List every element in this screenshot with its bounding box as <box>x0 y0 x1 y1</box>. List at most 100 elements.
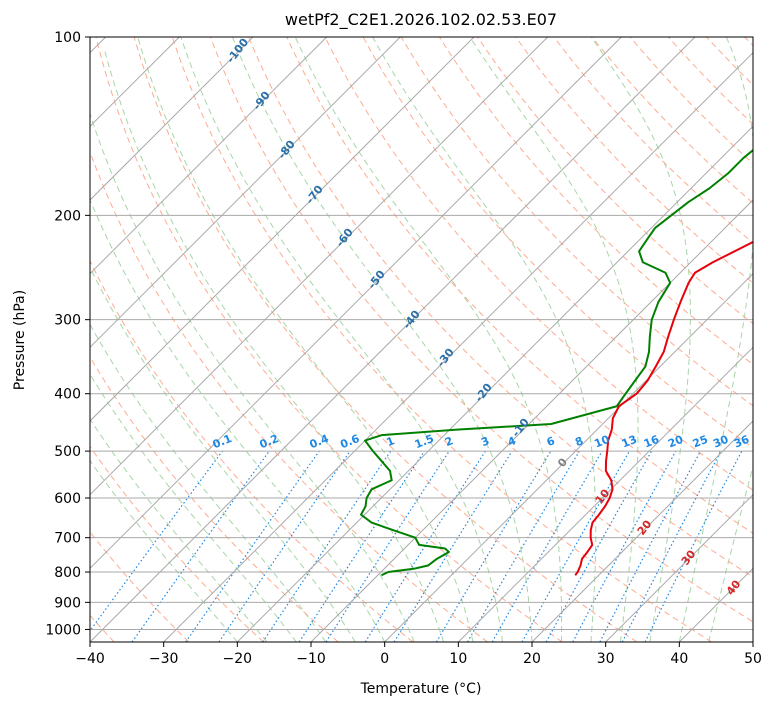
y-tick-label: 300 <box>54 313 81 329</box>
isotherm-label: 20 <box>635 517 655 537</box>
mixing-ratio-label: 0.1 <box>211 432 234 451</box>
dry-adiabat-line <box>90 445 264 642</box>
moist-adiabat-line <box>90 198 386 642</box>
dry-adiabat-label: -70 <box>303 183 326 207</box>
moist-adiabat-line <box>469 37 639 642</box>
mixing-ratio-line <box>521 450 631 642</box>
dry-adiabat-line <box>324 37 753 491</box>
moist-adiabat-line <box>294 37 563 642</box>
mixing-ratio-line <box>185 450 320 642</box>
mixing-ratio-label: 13 <box>620 433 639 451</box>
dry-adiabat-line <box>477 37 753 325</box>
mixing-ratio-label: 0.2 <box>258 432 281 451</box>
x-tick-label: −10 <box>296 651 326 667</box>
plot-area: -100-90-80-70-60-50-40-30-20-100.1 0.2 0.4… <box>90 36 753 642</box>
dry-adiabat-label: -60 <box>333 226 356 250</box>
dry-adiabat-line <box>248 37 753 578</box>
isotherm-line <box>90 37 254 201</box>
dry-adiabat-line <box>210 37 753 623</box>
mixing-ratio-line <box>644 450 743 642</box>
mixing-ratio-line <box>90 450 223 632</box>
dry-adiabat-line <box>90 259 414 642</box>
moist-adiabat-line <box>678 37 753 642</box>
mixing-ratio-label: 30 <box>711 433 730 451</box>
y-axis: 100 200 300 400 500 600 700 800 900 1000 <box>45 30 90 638</box>
moist-adiabat-line <box>137 37 474 642</box>
dry-adiabat-line <box>706 37 753 86</box>
y-tick-label: 800 <box>54 565 81 581</box>
dry-adiabat-line <box>95 37 563 642</box>
dry-adiabat-line <box>133 37 638 642</box>
mixing-ratio-line <box>435 450 552 642</box>
mixing-ratio-label: 1 <box>385 434 397 449</box>
dry-adiabat-line <box>90 150 488 642</box>
mixing-ratio-label: 6 <box>545 434 557 449</box>
moist-adiabat-line <box>180 37 504 642</box>
isotherm-line <box>90 37 696 642</box>
isotherm-label: 0 <box>555 455 570 469</box>
chart-title: wetPf2_C2E1.2026.102.02.53.E07 <box>285 10 557 30</box>
mixing-ratio-line <box>218 450 351 642</box>
dry-adiabat-line <box>171 37 712 642</box>
dry-adiabat-line <box>744 37 753 47</box>
temperature-profile-line <box>574 240 753 576</box>
y-tick-label: 100 <box>54 30 81 46</box>
mixing-ratio-line <box>572 450 677 642</box>
x-tick-label: −40 <box>75 651 105 667</box>
moist-adiabat-line <box>90 459 238 642</box>
x-tick-label: −30 <box>149 651 179 667</box>
isotherm-line <box>90 37 622 570</box>
dry-adiabat-label: -20 <box>472 381 495 405</box>
moist-adiabat-line <box>90 373 297 642</box>
mixing-ratio-line <box>131 450 270 642</box>
moist-adiabat-line <box>90 418 268 642</box>
isotherm-line <box>605 493 753 642</box>
y-tick-label: 200 <box>54 208 81 224</box>
moist-adiabat-line <box>372 37 597 642</box>
isotherm-line <box>310 199 753 642</box>
profile-lines <box>360 148 753 577</box>
x-axis: −40 −30 −20 −10 0 10 20 30 40 50 <box>75 642 762 667</box>
isotherm-line <box>90 37 475 422</box>
mixing-ratio-label: 1.5 <box>413 432 436 451</box>
mixing-ratio-line <box>298 450 425 642</box>
y-tick-label: 900 <box>54 595 81 611</box>
x-tick-label: 30 <box>597 651 615 667</box>
x-tick-label: −20 <box>223 651 253 667</box>
isotherm-line <box>163 51 753 642</box>
mixing-ratio-label: 2 <box>443 434 455 449</box>
x-tick-label: 10 <box>449 651 467 667</box>
isotherm-line <box>752 641 753 642</box>
isotherm-line <box>457 346 753 642</box>
isotherm-label: 10 <box>593 486 613 506</box>
y-tick-label: 400 <box>54 387 81 403</box>
moist-adiabat-line <box>708 464 753 642</box>
x-tick-label: 0 <box>380 651 389 667</box>
mixing-ratio-label: 20 <box>666 433 685 451</box>
mixing-ratio-line <box>325 450 450 642</box>
dry-adiabat-label: -90 <box>250 89 273 113</box>
mixing-ratio-label: 0.4 <box>308 432 331 451</box>
dry-adiabats <box>90 37 753 642</box>
pressure-gridlines <box>90 37 753 630</box>
mixing-ratio-label: 0.6 <box>338 432 361 451</box>
moist-adiabat-line <box>90 266 356 642</box>
moist-adiabat-line <box>103 49 445 642</box>
y-tick-label: 600 <box>54 491 81 507</box>
isotherm-line <box>90 37 401 349</box>
mixing-ratio-line <box>466 450 580 642</box>
isotherm-line <box>236 125 753 642</box>
isotherms <box>90 37 753 642</box>
moist-adiabat-line <box>90 323 327 642</box>
dry-adiabat-label: -30 <box>434 346 457 370</box>
dry-adiabat-label: -100 <box>224 36 251 66</box>
isotherm-line <box>384 272 753 642</box>
plot-frame <box>89 36 754 643</box>
dry-adiabat-line <box>90 531 190 642</box>
moist-adiabat-line <box>590 37 691 642</box>
mixing-ratio-line <box>599 450 702 642</box>
mixing-ratio-label: 16 <box>642 433 661 451</box>
x-axis-title: Temperature (°C) <box>360 681 482 697</box>
dry-adiabat-line <box>515 37 753 284</box>
y-tick-label: 700 <box>54 531 81 547</box>
